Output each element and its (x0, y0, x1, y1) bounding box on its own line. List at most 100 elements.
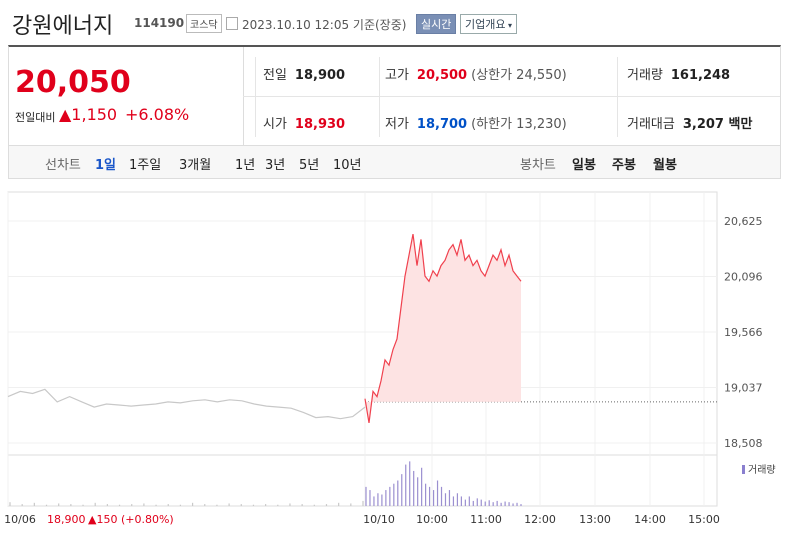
realtime-button[interactable]: 실시간 (416, 14, 457, 34)
volume-bar (468, 496, 470, 506)
volume-bar (131, 504, 133, 506)
stat-value: 18,700 (416, 117, 468, 132)
x-tick-label: 10/10 (363, 513, 395, 526)
volume-legend: 거래량 (748, 464, 776, 476)
volume-bar (456, 493, 459, 506)
stat-value: 3,207 백만 (682, 117, 753, 132)
volume-bar (143, 503, 145, 506)
market-badge: 코스닥 (186, 14, 222, 33)
volume-bar (464, 499, 466, 506)
volume-bar (496, 500, 498, 506)
volume-bar (488, 500, 490, 506)
volume-bar (369, 490, 371, 506)
tab-group-label: 봉차트 (520, 158, 556, 173)
y-tick-label: 20,096 (724, 270, 763, 283)
chart: 20,625 20,096 19,566 19,037 18,508 거래량 10/06 10… (4, 191, 776, 526)
volume-bar (9, 502, 11, 506)
stat-label: 거래대금 (627, 117, 675, 132)
price: 20,050 (15, 65, 131, 100)
quote-panel: 20,050 전일대비 ▲1,150 +6.08% 전일 18,900 고가 20,5… (8, 45, 781, 146)
volume-bar (492, 502, 494, 506)
volume-bar (365, 486, 367, 506)
change-pct: +6.08% (125, 105, 190, 124)
volume-bar (191, 502, 194, 506)
stat: 시가 18,930 (263, 113, 345, 132)
company-button[interactable]: 기업개요 (460, 14, 518, 34)
volume-bar (389, 486, 391, 506)
volume-bar (409, 461, 411, 506)
tab-group-label: 선차트 (45, 158, 81, 173)
price-line (364, 233, 522, 423)
x-tick-label: 13:00 (579, 513, 611, 526)
plot-frame (7, 191, 718, 507)
volume-bar (508, 502, 510, 506)
volume-bar (500, 502, 502, 506)
volume-bar (428, 486, 431, 506)
volume-bar (421, 467, 423, 506)
volume-bar (338, 502, 340, 506)
tab-bar: 선차트 1일 1주일 3개월 1년 3년 5년 10년 봉차트 일봉 주봉 월봉 (8, 145, 781, 179)
volume-bar (155, 504, 157, 506)
stat: 저가 18,700 (하한가 13,230) (385, 113, 567, 132)
tab[interactable]: 주봉 (612, 158, 636, 173)
volume-bar (405, 464, 407, 506)
tab[interactable]: 1년 (235, 158, 256, 173)
volume-bar (204, 504, 206, 506)
volume-bar (82, 504, 84, 506)
volume-bar (289, 503, 291, 506)
x-tick-label: 10:00 (416, 513, 448, 526)
volume-bar (70, 504, 72, 506)
stat-label: 거래량 (627, 68, 663, 83)
footer-price: 18,900 (47, 513, 86, 526)
x-tick-label: 12:00 (524, 513, 556, 526)
volume-bar (436, 480, 439, 506)
tab[interactable]: 월봉 (653, 158, 677, 173)
tab[interactable]: 1일 (95, 158, 117, 173)
stat: 거래대금 3,207 백만 (627, 113, 752, 132)
tab[interactable]: 3년 (265, 158, 286, 173)
x-tick-label: 10/06 (4, 513, 36, 526)
stat-value: 18,900 (294, 68, 346, 83)
volume-bar (401, 474, 403, 506)
tab[interactable]: 1주일 (129, 158, 162, 173)
volume-bar (301, 504, 303, 506)
volume-bar (362, 500, 364, 506)
volume-bar (179, 504, 182, 506)
tab[interactable]: 일봉 (572, 158, 596, 173)
volume-bar (472, 500, 474, 506)
volume-bar (228, 503, 230, 506)
volume-bar (397, 480, 399, 506)
x-tick-label: 14:00 (634, 513, 666, 526)
stat: 전일 18,900 (263, 64, 345, 83)
volume-bar (520, 504, 522, 506)
stat-label: 전일 (263, 68, 287, 83)
volume-bar (240, 504, 242, 506)
tab[interactable]: 10년 (333, 158, 362, 173)
volume-bar (484, 501, 486, 506)
volume-bar (313, 504, 315, 506)
y-tick-label: 19,566 (724, 326, 763, 339)
row-divider (243, 96, 780, 97)
tab[interactable]: 5년 (299, 158, 320, 173)
volume-bar (413, 470, 415, 506)
y-tick-label: 19,037 (724, 382, 763, 395)
volume-bar (58, 503, 60, 506)
volume-bar (444, 493, 447, 506)
volume-bar (325, 504, 328, 506)
stat-value: 20,500 (416, 68, 468, 83)
volume-bar (480, 499, 482, 506)
volume-bar (265, 504, 267, 506)
volume-bar (448, 490, 451, 506)
stock-name: 강원에너지 (12, 14, 114, 39)
volume-bar (512, 503, 514, 506)
volume-bar (452, 496, 455, 506)
volume-bar (460, 496, 462, 506)
stat-note: (상한가 24,550) (471, 68, 567, 83)
volume-bar (440, 486, 443, 506)
tab[interactable]: 3개월 (179, 158, 212, 173)
stat-label: 저가 (385, 117, 409, 132)
x-tick-label: 15:00 (688, 513, 720, 526)
volume-bar (21, 504, 23, 506)
volume-bar (425, 483, 427, 506)
